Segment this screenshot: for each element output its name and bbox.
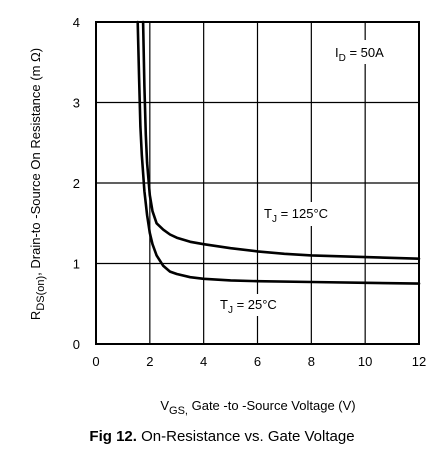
x-axis-label: VGS, Gate -to -Source Voltage (V) [160,398,355,417]
x-tick-label: 2 [146,354,153,369]
caption-label: Fig 12. [89,428,137,445]
caption-text: On-Resistance vs. Gate Voltage [136,428,355,445]
x-tick-label: 10 [358,354,372,369]
series-label-125-bg [262,202,358,226]
x-tick-label: 4 [200,354,207,369]
x-tick-label: 8 [308,354,315,369]
plot-frame [95,21,420,345]
series-line-1 [136,20,421,285]
series-label-125: TJ = 125°C [264,206,328,225]
y-tick-label: 0 [73,337,80,352]
annotations: ID = 50A TJ = 125°C TJ = 25°C [218,40,408,316]
x-tick-label: 6 [254,354,261,369]
figure-caption: Fig 12. On-Resistance vs. Gate Voltage [0,428,444,445]
y-tick-label: 4 [73,15,80,30]
y-tick-label: 1 [73,257,80,272]
x-tick-label: 12 [412,354,426,369]
x-tick-label: 0 [92,354,99,369]
series-label-25: TJ = 25°C [220,297,277,316]
y-tick-label: 3 [73,96,80,111]
y-tick-label: 2 [73,176,80,191]
y-axis-label: RDS(on), Drain-to -Source On Resistance … [28,48,47,320]
annotation-id-bg [332,40,408,64]
series-label-25-bg [218,294,304,316]
series-layer [136,20,421,285]
annotation-id: ID = 50A [335,45,384,64]
series-line-0 [141,20,421,261]
